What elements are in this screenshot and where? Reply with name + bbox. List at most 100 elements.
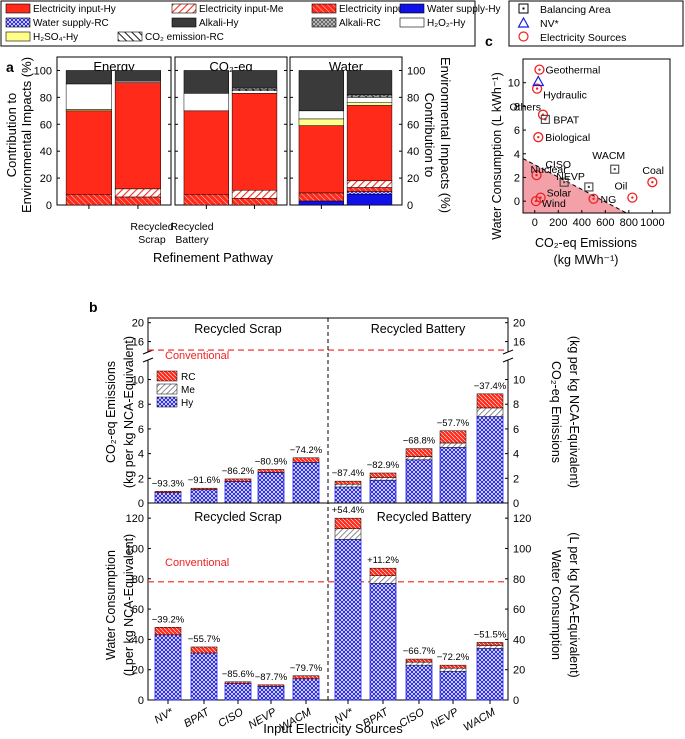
ytick-label: 60 bbox=[513, 604, 525, 616]
bottom-bar-rc bbox=[369, 567, 397, 576]
subplot-frame bbox=[56, 56, 172, 206]
panel-b-bot-ylabel-right-2: (L per kg NCA-Equivalent) bbox=[567, 532, 581, 677]
legend-rc: RC bbox=[181, 372, 195, 383]
bar-segment-elec_rc bbox=[65, 193, 112, 206]
top-bar-hy bbox=[476, 416, 504, 504]
point-wind bbox=[530, 196, 542, 207]
xtick-label: 800 bbox=[620, 217, 638, 229]
panel-a-yticks-right: 0 20 40 60 80 100 bbox=[407, 65, 425, 212]
panel-b-top-ylabel-left-2: (kg per kg NCA-Equivalent) bbox=[122, 336, 136, 488]
ytick-label: 20 bbox=[40, 173, 52, 185]
ytick-label: 0 bbox=[513, 498, 519, 510]
legend-frame bbox=[0, 0, 476, 47]
ytick-label: 100 bbox=[513, 543, 531, 555]
point-label-wacm: WACM bbox=[592, 150, 625, 162]
legend-swatch-water-hy bbox=[399, 3, 425, 14]
bottom-bar-hy bbox=[190, 652, 218, 701]
legend-swatch-rc bbox=[156, 370, 178, 382]
axis-break-mark bbox=[142, 357, 154, 363]
triangle-marker-icon bbox=[517, 16, 530, 28]
ytick-label: 0 bbox=[138, 498, 144, 510]
ytick-label: 40 bbox=[40, 146, 52, 158]
bar-segment-alkali_hy bbox=[183, 70, 230, 94]
ytick-label: 20 bbox=[513, 318, 525, 330]
point-center-hydraulic bbox=[535, 87, 539, 90]
point-coal bbox=[647, 177, 658, 188]
ytick-label: 8 bbox=[138, 399, 144, 411]
bar-segment-alkali_hy bbox=[231, 70, 278, 89]
top-bar-hy bbox=[405, 459, 433, 504]
point-bpat bbox=[540, 114, 550, 124]
panel-c-xlabel-1: CO₂-eq Emissions bbox=[535, 236, 637, 250]
point-ciso bbox=[559, 177, 569, 187]
bar-segment-elec_hy bbox=[346, 105, 393, 182]
top-bar-label: −91.6% bbox=[188, 475, 221, 486]
ytick-label: 20 bbox=[132, 665, 144, 677]
panel-a-ylabel-left: Contribution to Environmental Impacts (%… bbox=[4, 57, 34, 213]
point-label-ng: NG bbox=[601, 194, 617, 206]
point-label-hydraulic: Hydraulic bbox=[543, 90, 587, 102]
point-center-nuclear bbox=[535, 173, 538, 177]
point-center-biological bbox=[537, 135, 540, 139]
point-center-coal bbox=[651, 181, 654, 184]
top-bar-hy bbox=[369, 479, 397, 504]
top-bar-label: −74.2% bbox=[290, 445, 323, 456]
top-bar-label: −82.9% bbox=[367, 460, 400, 471]
top-bar-rc bbox=[224, 478, 252, 482]
ytick-label: 0 bbox=[138, 695, 144, 707]
top-bar-label: −87.4% bbox=[332, 468, 365, 479]
bar-segment-elec_hy bbox=[65, 110, 112, 195]
ytick-label: 0 bbox=[513, 695, 519, 707]
legend-elec-label: Electricity Sources bbox=[540, 32, 626, 44]
top-bar-hy bbox=[190, 489, 218, 504]
bar-segment-elec_hy bbox=[114, 82, 161, 190]
point-hydraulic bbox=[531, 83, 543, 94]
xtick-label: 600 bbox=[596, 217, 614, 229]
panel-a-xlabel: Refinement Pathway bbox=[153, 250, 273, 265]
ytick-label: 20 bbox=[513, 665, 525, 677]
top-bar-rc bbox=[257, 469, 285, 473]
bottom-bar-rc bbox=[439, 664, 467, 669]
bar-segment-elec_hy bbox=[231, 93, 278, 191]
panel-c-ylabel: Water Consumption (L kWh⁻¹) bbox=[490, 72, 504, 240]
legend-me: Me bbox=[181, 385, 195, 396]
xtick-label: 0 bbox=[532, 217, 538, 229]
legend-hy: Hy bbox=[181, 398, 193, 409]
bottom-bar-hy bbox=[476, 648, 504, 701]
axis-break-mask-left bbox=[145, 352, 152, 360]
bottom-bar-hy bbox=[369, 582, 397, 701]
ytick-label: 16 bbox=[132, 337, 144, 349]
bottom-bar-hy bbox=[439, 670, 467, 701]
panel-a-ylabel-left-2: Environmental Impacts (%) bbox=[19, 57, 34, 213]
bottom-bar-rc bbox=[224, 681, 252, 684]
point-center-wacm bbox=[613, 168, 616, 171]
bottom-bar-hy bbox=[257, 685, 285, 701]
legend-water-hy: Water supply-Hy bbox=[427, 4, 501, 15]
xtick-label: NV* bbox=[153, 706, 177, 727]
ytick-label: 40 bbox=[513, 634, 525, 646]
top-bar-hy bbox=[154, 492, 182, 504]
ytick-label: 20 bbox=[132, 318, 144, 330]
ytick-label: 60 bbox=[132, 604, 144, 616]
legend-swatch-co2-rc bbox=[117, 31, 143, 42]
point-oil bbox=[627, 192, 638, 203]
bottom-bar-me bbox=[369, 575, 397, 584]
bottom-bar-hy bbox=[224, 682, 252, 701]
ytick-label: 40 bbox=[132, 634, 144, 646]
panel-a-cat1-line1: Recycled bbox=[130, 221, 173, 233]
panel-b-top-ylabel-left-1: CO₂-eq Emissions bbox=[104, 361, 118, 463]
bottom-bar-me bbox=[405, 661, 433, 666]
top-bar-me bbox=[439, 442, 467, 448]
ytick-label: 100 bbox=[407, 65, 425, 77]
bottom-bar-hy bbox=[334, 538, 362, 701]
legend-alkali-hy: Alkali-Hy bbox=[199, 18, 238, 29]
ytick-label: 100 bbox=[126, 543, 144, 555]
top-bar-me bbox=[405, 456, 433, 461]
axis-break-mark bbox=[502, 349, 514, 355]
bar-segment-elec_rc bbox=[114, 196, 161, 206]
top-bar-hy bbox=[334, 486, 362, 504]
panel-a-cat1-line2: Scrap bbox=[138, 234, 166, 246]
ytick-label: 0 bbox=[514, 196, 520, 208]
point-nv bbox=[532, 75, 545, 87]
